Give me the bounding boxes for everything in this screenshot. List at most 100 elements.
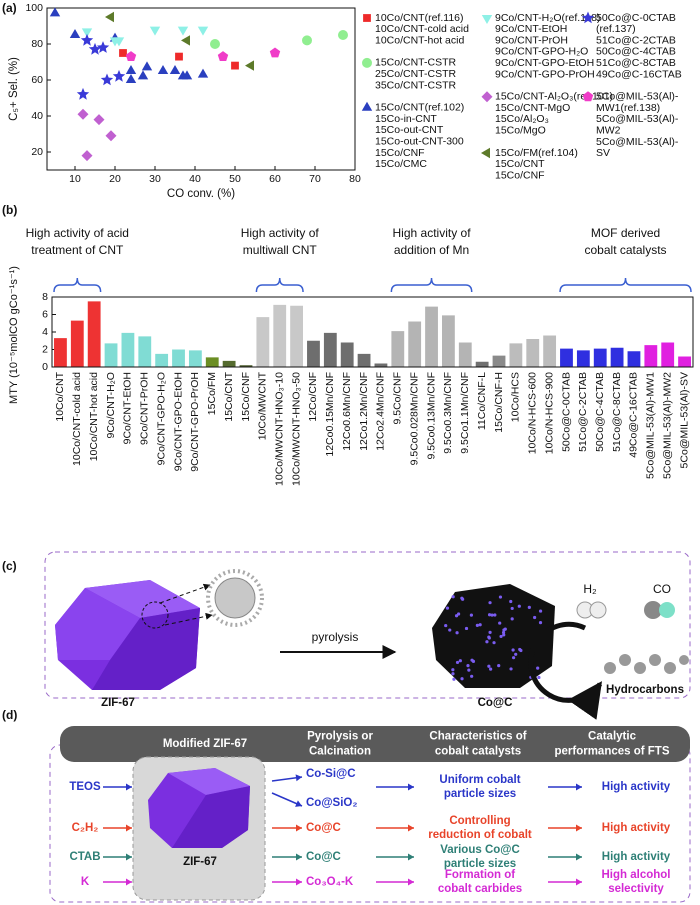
arrow-head — [408, 853, 414, 861]
marker — [210, 39, 220, 49]
cobalt-dot — [517, 604, 521, 608]
annotation: multiwall CNT — [243, 243, 318, 257]
cobalt-dot — [498, 621, 502, 625]
marker — [141, 61, 153, 71]
cobalt-dot — [445, 606, 450, 610]
characteristic: reduction of cobalt — [428, 829, 532, 841]
x-tick-label: 10Co/MWCNT-HNO₃-10 — [274, 372, 286, 486]
bar — [374, 363, 388, 367]
bar — [273, 304, 287, 367]
legend-label: MW2 — [596, 124, 621, 136]
y-tick-label: 100 — [25, 2, 43, 14]
zif-label: ZIF-67 — [183, 856, 217, 868]
bar — [543, 335, 557, 367]
arrow-head — [408, 878, 414, 886]
cobalt-dot — [455, 631, 459, 635]
bracket — [390, 277, 473, 293]
cobalt-dot — [503, 627, 507, 631]
molecule-label: CO — [653, 582, 671, 596]
cobalt-dot — [510, 617, 514, 621]
cobalt-dot — [487, 664, 491, 668]
cobalt-dot — [514, 652, 518, 656]
column-header: Modified ZIF-67 — [163, 738, 247, 750]
cobalt-dot — [488, 630, 492, 634]
y-tick-label: 8 — [42, 291, 48, 303]
bracket — [53, 277, 102, 293]
y-tick-label: 40 — [31, 110, 43, 122]
performance: High activity — [602, 781, 671, 793]
legend-label: 9Co/CNT-GPO-H₂O — [495, 46, 588, 58]
bar — [644, 345, 658, 367]
zif-crystal — [148, 768, 250, 848]
arrow-head — [576, 783, 582, 791]
marker — [100, 73, 114, 86]
cobalt-dot — [467, 668, 471, 672]
arrow-head — [576, 853, 582, 861]
x-tick-label: 15Co/CNF — [240, 372, 252, 422]
x-tick-label: 15Co/CNF-H — [493, 372, 505, 433]
x-tick-label: 5Co@MIL-53(Al)-SV — [678, 372, 690, 468]
bar — [492, 355, 506, 367]
x-tick-label: 11Co/CNF-L — [476, 372, 488, 430]
characteristic: Uniform cobalt — [439, 774, 520, 786]
bar — [458, 342, 472, 367]
legend-label: 9Co/CNT-EtOH — [495, 23, 567, 35]
legend-marker — [481, 15, 493, 24]
arrow-head — [296, 824, 302, 832]
x-tick-label: 5Co@MIL-53(Al)-MW2 — [661, 372, 673, 479]
y-tick-label: 4 — [42, 326, 48, 338]
marker — [81, 150, 93, 162]
x-tick-label: 50Co@C-4CTAB — [594, 372, 606, 452]
y-tick-label: 80 — [31, 38, 43, 50]
cobalt-dot — [451, 595, 455, 599]
bar — [70, 320, 84, 367]
x-tick-label: 9Co/CNT-PrOH — [139, 372, 151, 445]
y-axis-label: C₅+ Sel. (%) — [8, 57, 20, 121]
legend-label: 9Co/CNT-GPO-EtOH — [495, 57, 594, 69]
marker — [125, 51, 137, 61]
x-tick-label: 40 — [189, 173, 201, 185]
legend-marker — [362, 57, 372, 68]
cobalt-dot — [448, 628, 452, 632]
arrow-head — [295, 774, 302, 782]
y-tick-label: 60 — [31, 74, 43, 86]
legend-marker — [361, 101, 373, 111]
legend-marker — [582, 91, 594, 102]
legend-label: 5Co@MIL-53(Al)- — [596, 136, 679, 148]
performance: selectivity — [608, 883, 664, 895]
cobalt-dot — [470, 674, 474, 678]
bar — [172, 349, 185, 367]
legend-label: 15Co-out-CNT — [375, 124, 444, 136]
cobalt-dot — [455, 660, 460, 665]
legend-label: 51Co@C-8CTAB — [596, 57, 676, 69]
annotation: High activity of acid — [26, 226, 129, 240]
legend-label: SV — [596, 147, 610, 159]
bar — [205, 357, 219, 367]
marker — [245, 60, 254, 71]
x-tick-label: 10Co/N-HCS-900 — [543, 372, 555, 454]
bar — [441, 315, 455, 367]
marker — [105, 11, 114, 23]
bar — [576, 350, 590, 367]
bar — [222, 360, 236, 367]
legend-label: 10Co/CNT(ref.116) — [375, 12, 464, 24]
legend-label: 15Co-in-CNT — [375, 113, 437, 125]
molecule-label: H₂ — [583, 582, 597, 596]
arrow-head — [126, 878, 132, 886]
cobalt-dot — [452, 677, 456, 681]
legend-label: 15Co/MgO — [495, 124, 546, 136]
cobalt-dot — [466, 663, 470, 668]
marker — [157, 65, 169, 74]
cobalt-dot — [510, 606, 514, 611]
legend-label: 35Co/CNT-CSTR — [375, 79, 457, 91]
cobalt-dot — [487, 613, 492, 617]
y-tick-label: 2 — [42, 343, 48, 355]
legend-marker — [481, 91, 493, 103]
cobalt-dot — [527, 605, 531, 609]
cobalt-dot — [497, 664, 501, 668]
bar — [340, 342, 354, 367]
x-tick-label: 9.5Co0.028Mn/CNF — [408, 372, 420, 465]
product: Co@C — [306, 851, 341, 863]
x-tick-label: 9Co/CNT-H₂O — [105, 372, 117, 439]
plot-frame — [46, 7, 356, 171]
